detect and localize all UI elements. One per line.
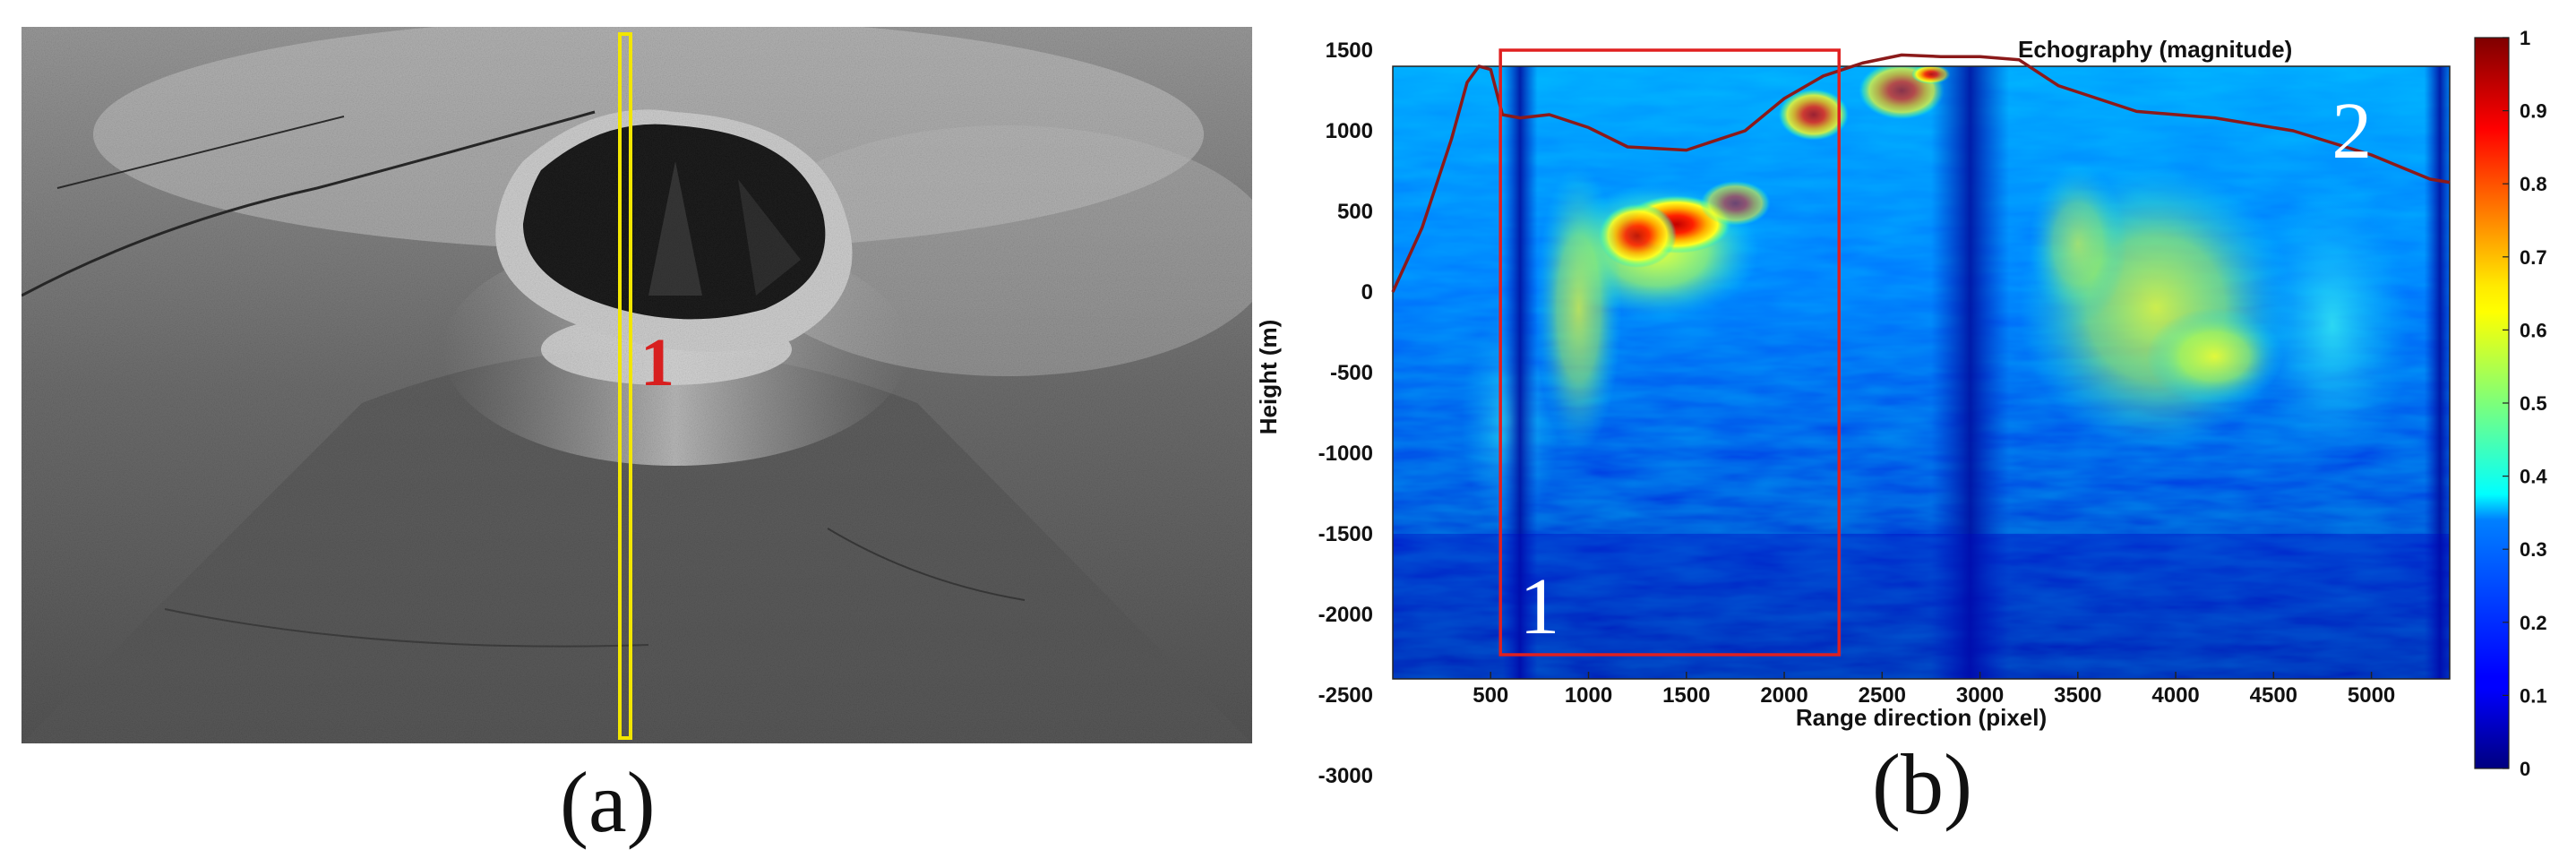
x-tick-label: 500 (1473, 683, 1508, 708)
y-axis-title: Height (m) (1255, 320, 1282, 435)
heatmap-intensity-blob (2146, 308, 2284, 405)
y-tick-label: 0 (1361, 280, 1373, 305)
x-tick-label: 4500 (2250, 683, 2297, 708)
y-tick-label: -500 (1330, 361, 1373, 385)
plot-frame (1392, 65, 2451, 680)
colorbar-tick-label: 0.9 (2520, 100, 2547, 123)
x-tick-label: 3000 (1956, 683, 2004, 708)
region-label-1: 1 (640, 325, 674, 400)
y-tick-label: 500 (1337, 200, 1373, 224)
y-tick-label: -1000 (1318, 442, 1373, 466)
analysis-strip-marker (618, 32, 632, 740)
colorbar-tick-label: 0 (2520, 758, 2530, 780)
topography-profile-line (1391, 53, 2451, 293)
heatmap-intensity-blob (2029, 163, 2127, 324)
heatmap-dark-band (1502, 66, 1538, 679)
heatmap-area (1393, 66, 2450, 679)
colorbar-tick-label: 0.6 (2520, 319, 2547, 341)
region-annotation-2: 2 (2331, 87, 2372, 176)
x-tick-label: 2000 (1760, 683, 1807, 708)
sar-volcano-image: 1 (21, 18, 1275, 743)
region-annotation-1: 1 (1519, 562, 1559, 651)
colorbar-tick-label: 0.3 (2520, 538, 2547, 561)
colorbar-tick-label: 0.8 (2520, 173, 2547, 195)
sar-image-panel: 1 (21, 18, 1275, 743)
colorbar-tick-label: 0.1 (2520, 684, 2547, 707)
y-tick-label: -2000 (1318, 603, 1373, 627)
heatmap-intensity-blob (2254, 179, 2411, 469)
y-tick-label: 1500 (1326, 39, 1373, 63)
y-tick-label: 1000 (1326, 119, 1373, 143)
x-tick-label: 4000 (2151, 683, 2199, 708)
colorbar-tick-label: 0.4 (2520, 466, 2547, 488)
colorbar-tick-label: 1 (2520, 27, 2530, 49)
heatmap-dark-band (1930, 66, 2010, 679)
y-tick-label: -2500 (1318, 683, 1373, 708)
x-tick-label: 1500 (1662, 683, 1710, 708)
heatmap-intensity-blob (1778, 89, 1850, 141)
heatmap-intensity-blob (1535, 163, 1622, 453)
colorbar-tick-label: 0.5 (2520, 392, 2547, 415)
y-tick-label: -1500 (1318, 522, 1373, 546)
x-tick-label: 3500 (2054, 683, 2101, 708)
heatmap-intensity-blob (1700, 180, 1771, 227)
x-tick-label: 1000 (1565, 683, 1612, 708)
colorbar-tick-label: 0.7 (2520, 246, 2547, 269)
panel-a-label: (a) (560, 754, 656, 850)
x-tick-label: 2500 (1859, 683, 1906, 708)
x-axis-title: Range direction (pixel) (1796, 704, 2047, 731)
panel-b-label: (b) (1872, 736, 1972, 832)
heatmap-dark-band (2424, 66, 2450, 679)
chart-title: Echography (magnitude) (2018, 36, 2292, 63)
region-box-1 (1498, 48, 1841, 657)
y-tick-label: -3000 (1318, 764, 1373, 788)
colorbar-tick-label: 0.2 (2520, 612, 2547, 634)
x-tick-label: 5000 (2348, 683, 2395, 708)
